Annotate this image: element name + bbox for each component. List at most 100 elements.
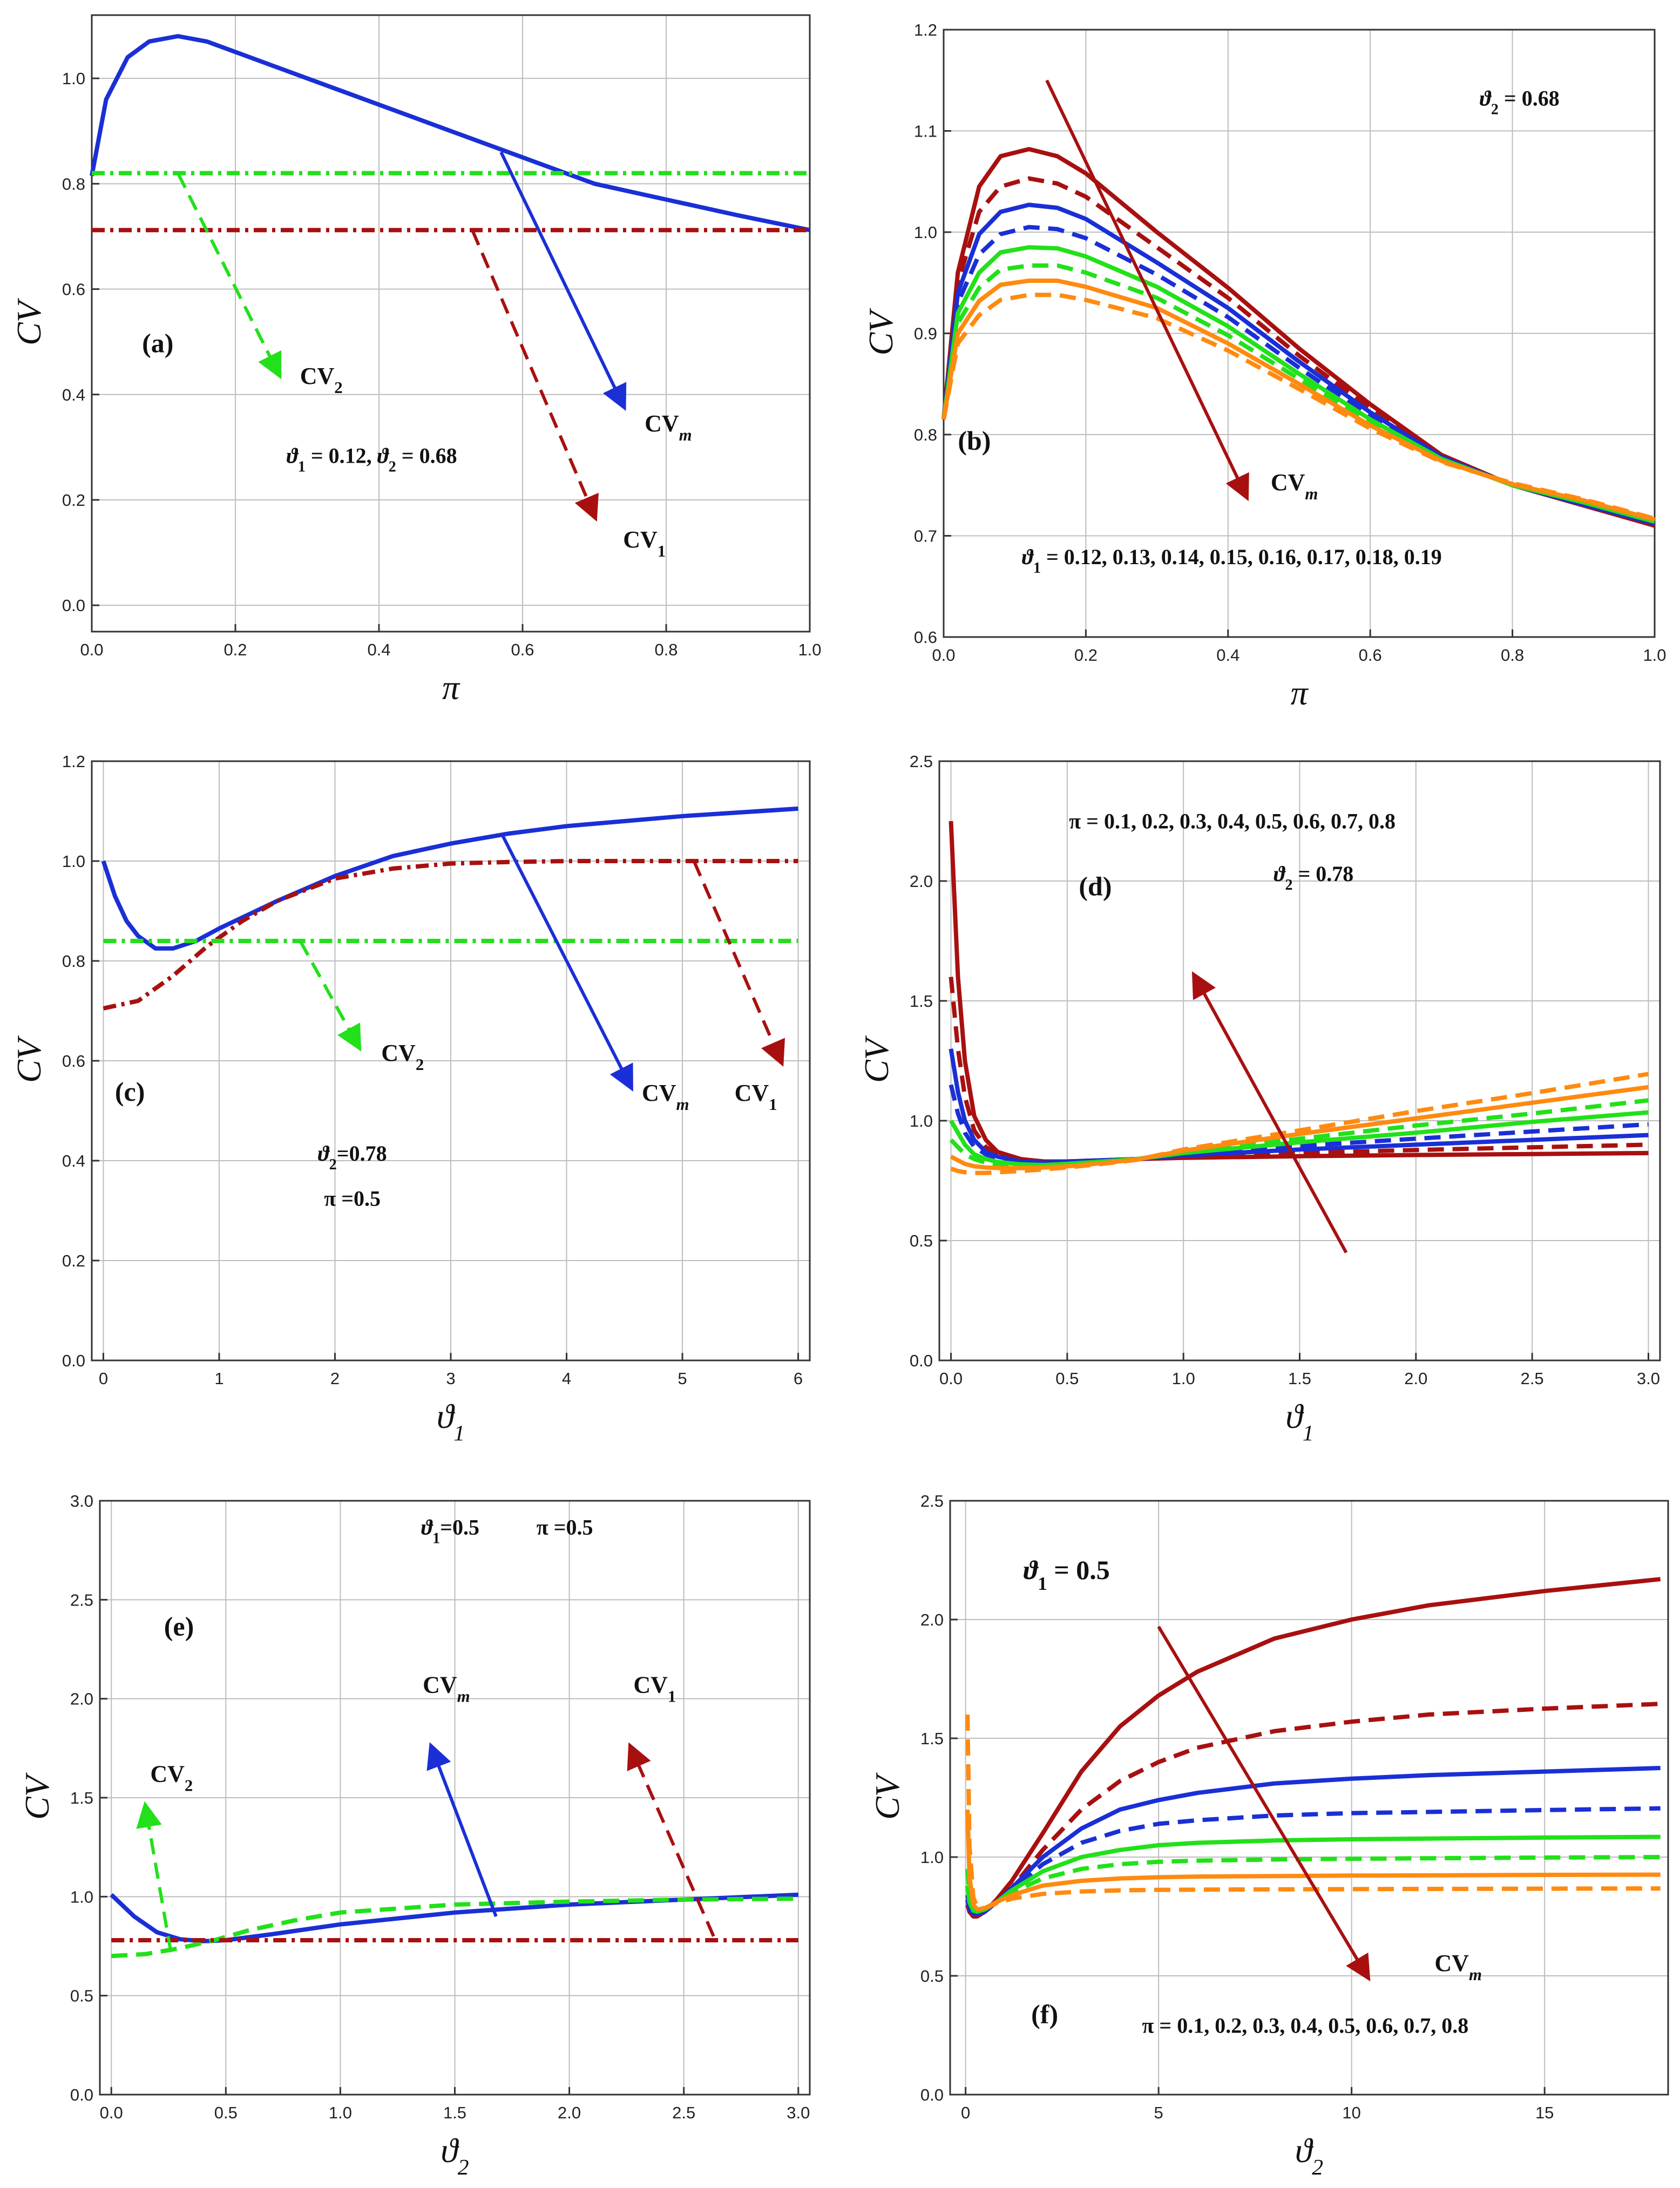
annotation-arrow-cvm <box>501 835 633 1092</box>
y-tick-label: 0.0 <box>70 2085 93 2104</box>
curve-label-cv2: CV2 <box>381 1040 424 1074</box>
y-axis-label: CV <box>10 1035 48 1083</box>
y-tick-label: 2.5 <box>70 1590 93 1609</box>
y-tick-label: 0.4 <box>62 385 85 404</box>
annotation-arrow-cv1 <box>471 229 599 522</box>
x-tick-label: 1.0 <box>1643 646 1666 665</box>
x-tick-label: 0.6 <box>511 640 534 659</box>
curve-label-cv2: CV2 <box>300 363 343 397</box>
y-tick-label: 1.5 <box>920 1729 944 1748</box>
x-tick-label: 0.6 <box>1359 646 1382 665</box>
series-line-cv2 <box>111 1896 798 1959</box>
annotation-arrow-cvm <box>426 1742 498 1918</box>
x-tick-label: 0.8 <box>654 640 678 659</box>
curve-label-cv1: CV1 <box>633 1672 676 1706</box>
x-tick-label: 2.0 <box>1404 1369 1427 1388</box>
x-tick-label: 0.8 <box>1501 646 1524 665</box>
parameter-annotation: ϑ1 = 0.12, ϑ2 = 0.68 <box>287 444 457 476</box>
series-line-8 <box>950 1072 1649 1175</box>
y-tick-label: 1.5 <box>70 1789 93 1807</box>
parameter-annotation: ϑ1 = 0.12, 0.13, 0.14, 0.15, 0.16, 0.17,… <box>1022 545 1442 577</box>
y-tick-label: 1.5 <box>910 992 933 1011</box>
parameter-annotation: π = 0.1, 0.2, 0.3, 0.4, 0.5, 0.6, 0.7, 0… <box>1142 2014 1468 2038</box>
x-tick-label: 1.5 <box>443 2103 466 2122</box>
parameter-annotation-2: π =0.5 <box>324 1186 381 1210</box>
x-tick-label: 0.2 <box>1074 646 1098 665</box>
curve-label-cvm: CVm <box>645 410 692 444</box>
x-tick-label: 10 <box>1342 2103 1360 2122</box>
y-tick-label: 0.8 <box>914 425 937 444</box>
y-tick-label: 2.5 <box>920 1492 944 1510</box>
annotation-arrow-cv1 <box>627 1742 715 1937</box>
x-tick-label: 0 <box>99 1369 108 1388</box>
annotation-arrow-cv1 <box>692 860 785 1067</box>
series-line-8 <box>941 293 1656 521</box>
curve-label-cv2: CV2 <box>150 1761 193 1795</box>
y-tick-label: 1.2 <box>62 752 85 771</box>
fixed-parameter-label: ϑ2 = 0.68 <box>1480 86 1560 118</box>
x-tick-label: 2.5 <box>1521 1369 1544 1388</box>
y-tick-label: 0.0 <box>910 1351 933 1370</box>
series-line-cvm <box>101 806 798 951</box>
x-tick-label: 0.5 <box>214 2103 238 2122</box>
y-tick-label: 2.0 <box>910 872 933 891</box>
curve-label-cvm: CVm <box>423 1672 470 1706</box>
y-tick-label: 0.8 <box>62 952 85 971</box>
plot-frame <box>91 14 811 633</box>
annotation-arrow-cv2 <box>299 940 362 1052</box>
panel-label: (e) <box>164 1611 194 1641</box>
x-tick-label: 5 <box>1154 2103 1163 2122</box>
y-tick-label: 1.2 <box>914 21 937 39</box>
x-tick-label: 15 <box>1535 2103 1554 2122</box>
x-tick-label: 0.4 <box>367 640 390 659</box>
series-line-8 <box>965 1714 1661 1911</box>
y-tick-label: 2.0 <box>70 1690 93 1709</box>
annotation-arrow-cvm <box>499 151 627 411</box>
x-tick-label: 0.5 <box>1055 1369 1079 1388</box>
y-tick-label: 0.6 <box>62 1052 85 1071</box>
x-axis-label: ϑ1 <box>1285 1397 1313 1445</box>
trend-arrow-label: CVm <box>1434 1950 1482 1984</box>
y-tick-label: 1.0 <box>920 1848 944 1867</box>
y-tick-label: 0.8 <box>62 174 85 193</box>
panel-label: (c) <box>115 1076 145 1107</box>
panel-f: 0 5 10 15 0.0 0.5 1.0 1.5 2.0 2.5 CV ϑ2 CVm π = 0.1, … <box>868 1492 1669 2179</box>
series-line-5 <box>965 1834 1661 1914</box>
x-tick-label: 4 <box>562 1369 571 1388</box>
series-line-cvm <box>110 1892 798 1943</box>
x-axis-label: π <box>1290 674 1309 712</box>
panel-label: (a) <box>142 328 173 358</box>
parameter-annotation-2: π =0.5 <box>537 1515 593 1539</box>
y-tick-label: 3.0 <box>70 1492 93 1510</box>
y-tick-label: 0.5 <box>910 1231 933 1250</box>
panel-b: 0.0 0.2 0.4 0.6 0.8 1.0 0.6 0.7 0.8 0.9 1.0 1.1 1.2 C… <box>862 21 1667 712</box>
x-tick-label: 1.0 <box>1172 1369 1195 1388</box>
y-tick-label: 1.1 <box>914 122 937 141</box>
x-axis-label: ϑ1 <box>437 1397 465 1445</box>
x-tick-label: 0.0 <box>80 640 103 659</box>
x-tick-label: 1.0 <box>798 640 821 659</box>
parameter-annotation: ϑ2=0.78 <box>318 1141 387 1173</box>
panel-label: (f) <box>1031 1999 1058 2029</box>
panel-label: (b) <box>958 425 991 456</box>
y-tick-label: 0.9 <box>914 324 937 343</box>
x-tick-label: 5 <box>678 1369 687 1388</box>
y-tick-label: 0.0 <box>920 2085 944 2104</box>
curve-label-cvm: CVm <box>642 1080 689 1114</box>
y-axis-label: CV <box>18 1772 56 1820</box>
parameter-annotation: ϑ1=0.5 <box>421 1515 479 1547</box>
x-tick-label: 1.5 <box>1288 1369 1311 1388</box>
y-tick-label: 1.0 <box>62 852 85 871</box>
trend-arrow-label: CVm <box>1271 469 1318 503</box>
y-tick-label: 1.0 <box>910 1112 933 1130</box>
x-tick-label: 3.0 <box>787 2103 810 2122</box>
y-tick-label: 0.6 <box>62 280 85 299</box>
trend-arrow <box>1045 79 1249 502</box>
x-tick-label: 3 <box>446 1369 455 1388</box>
x-tick-label: 0.0 <box>932 646 955 665</box>
trend-arrow <box>1191 971 1348 1254</box>
y-tick-label: 0.2 <box>62 1251 85 1270</box>
x-axis-label: ϑ2 <box>1295 2131 1323 2179</box>
fixed-parameter-label: ϑ2 = 0.78 <box>1273 862 1353 893</box>
